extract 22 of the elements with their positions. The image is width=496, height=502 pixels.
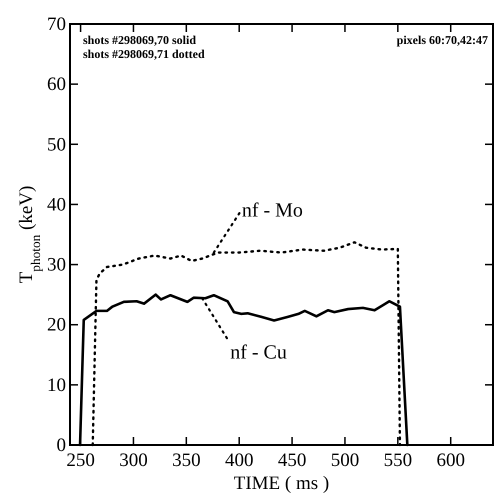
annotation: pixels 60:70,42:47 [396,33,488,47]
x-tick-label: 600 [436,450,465,471]
x-tick-label: 350 [172,450,201,471]
x-tick-label: 250 [66,450,95,471]
x-tick-label: 400 [224,450,254,471]
x-axis-title: TIME ( ms ) [234,473,330,494]
y-tick-label: 30 [47,254,66,276]
x-tick-label: 450 [278,450,306,471]
y-tick-label: 0 [56,435,66,456]
y-tick-label: 40 [47,194,66,216]
y-tick-label: 60 [47,74,66,96]
y-tick-label: 20 [47,314,66,336]
x-tick-label: 550 [384,450,412,471]
annotation: shots #298069,70 solid [83,33,196,47]
y-tick-label: 50 [47,134,66,156]
x-tick-label: 500 [330,450,360,471]
annotation: shots #298069,71 dotted [83,47,205,61]
y-tick-label: 10 [47,374,66,396]
annotation: nf - Mo [242,200,303,222]
x-tick-label: 300 [119,450,148,471]
y-tick-label: 70 [47,14,66,35]
annotation: nf - Cu [230,341,287,364]
